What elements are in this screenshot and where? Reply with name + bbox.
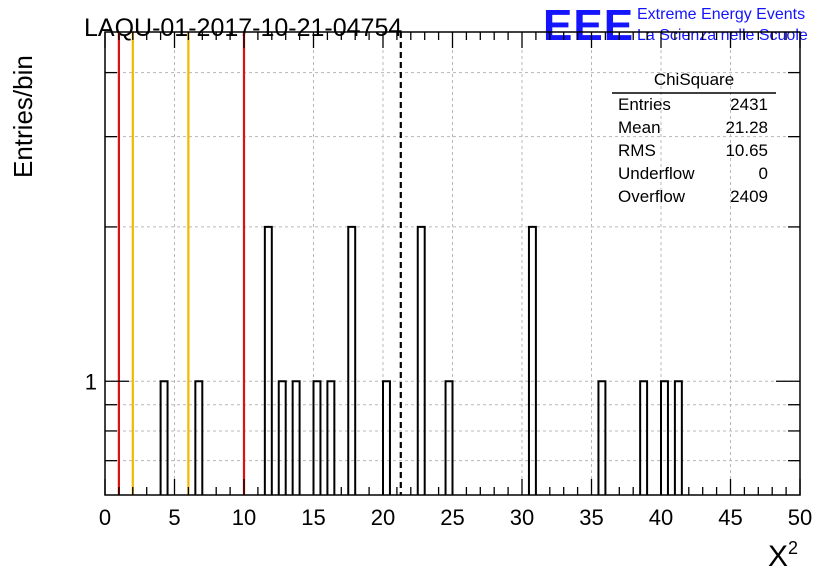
histogram-bar (159, 380, 169, 495)
histogram-bar (194, 380, 204, 495)
histogram-bar (597, 380, 607, 495)
stats-value: 0 (759, 164, 768, 183)
histogram-bar (660, 380, 669, 495)
x-tick-label: 20 (371, 505, 395, 530)
histogram-bar (639, 380, 649, 495)
histogram-bar (263, 225, 273, 495)
eee-logo: EEE Extreme Energy Events La Scienza nel… (543, 1, 808, 50)
logo-line-1: Extreme Energy Events (637, 6, 805, 23)
histogram-bar (312, 380, 322, 495)
stats-value: 21.28 (725, 118, 768, 137)
histogram-bar (277, 380, 287, 495)
x-tick-label: 10 (232, 505, 256, 530)
x-tick-label: 30 (510, 505, 534, 530)
stats-title: ChiSquare (654, 70, 734, 89)
histogram-bar (416, 225, 426, 495)
axes: 0 5 10 15 20 25 30 35 40 45 50 1 (85, 31, 812, 530)
x-tick-label: 0 (99, 505, 111, 530)
stats-label: Underflow (618, 164, 695, 183)
histogram-bar (382, 380, 391, 495)
x-axis-label: X2 (768, 538, 798, 572)
histogram-bar (347, 225, 357, 495)
y-tick-label: 1 (85, 369, 97, 394)
x-axis-label-base: X (768, 540, 788, 572)
histogram-bar (527, 225, 537, 495)
logo-line-2: La Scienza nelle Scuole (637, 27, 808, 44)
reference-lines (117, 32, 402, 495)
stats-value: 2431 (730, 95, 768, 114)
x-tick-label: 25 (440, 505, 464, 530)
histogram-bar (673, 380, 683, 495)
histogram-bars (159, 225, 683, 495)
stats-label: Overflow (618, 187, 686, 206)
stats-box: ChiSquare Entries 2431 Mean 21.28 RMS 10.65 Un… (612, 70, 776, 206)
stats-value: 2409 (730, 187, 768, 206)
stats-rows: Entries 2431 Mean 21.28 RMS 10.65 Underflow 0 Ov… (618, 95, 768, 206)
histogram-bar (291, 380, 301, 495)
x-tick-label: 35 (579, 505, 603, 530)
x-axis-label-superscript: 2 (788, 538, 798, 558)
stats-label: Entries (618, 95, 671, 114)
x-tick-label: 5 (168, 505, 180, 530)
y-axis-label: Entries/bin (8, 55, 38, 178)
histogram-bar (326, 380, 336, 495)
stats-label: Mean (618, 118, 661, 137)
x-tick-label: 15 (301, 505, 325, 530)
logo-mark: EEE (543, 1, 634, 50)
stats-value: 10.65 (725, 141, 768, 160)
stats-label: RMS (618, 141, 656, 160)
x-tick-label: 40 (649, 505, 673, 530)
x-tick-label: 45 (718, 505, 742, 530)
x-tick-label: 50 (788, 505, 812, 530)
histogram-bar (444, 380, 454, 495)
